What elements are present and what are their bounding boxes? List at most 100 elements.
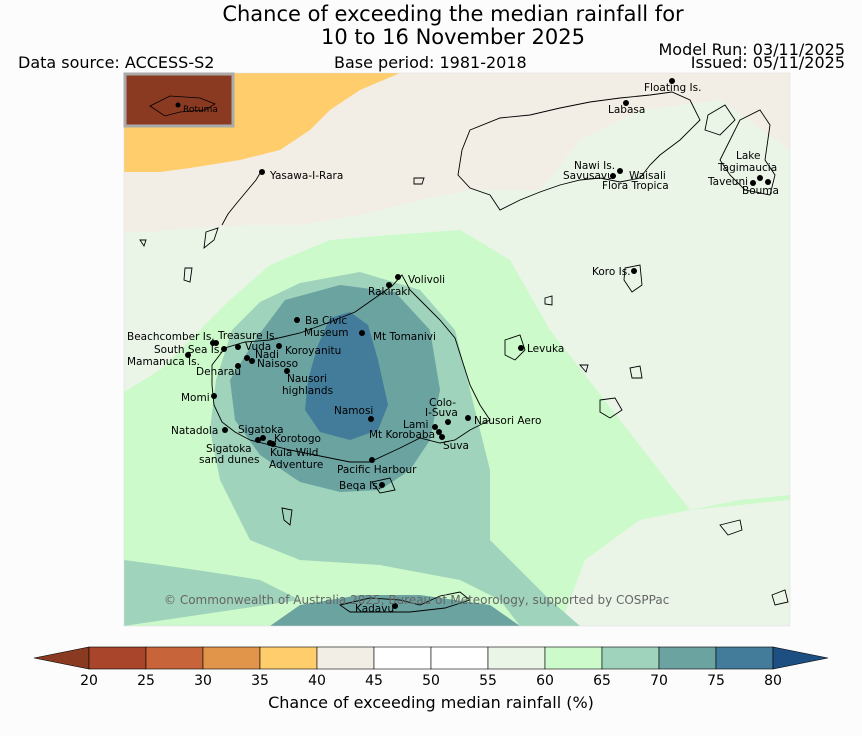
place-marker — [432, 424, 438, 430]
place-marker — [221, 346, 227, 352]
place-marker — [276, 343, 282, 349]
rotuma-marker — [175, 102, 181, 108]
place-marker — [617, 168, 623, 174]
colorbar-extend-high — [772, 646, 829, 670]
place-label: Kadavu — [355, 603, 394, 615]
place-marker — [669, 78, 675, 84]
colorbar-segment — [544, 646, 603, 670]
place-marker — [379, 482, 385, 488]
place-marker — [213, 340, 219, 346]
place-label: Ba Civic — [305, 315, 347, 327]
colorbar-segment — [145, 646, 204, 670]
place-label: Labasa — [608, 104, 645, 116]
base-period: Base period: 1981-2018 — [334, 53, 527, 72]
colorbar-segment — [715, 646, 774, 670]
place-label: Koroyanitu — [285, 345, 341, 357]
colorbar-tick-label: 60 — [536, 673, 554, 689]
place-marker — [185, 352, 191, 358]
place-marker — [610, 173, 616, 179]
place-label: Sigatoka — [238, 424, 284, 436]
colorbar-tick-label: 70 — [650, 673, 668, 689]
place-marker — [270, 441, 276, 447]
colorbar-tick-label: 55 — [479, 673, 497, 689]
place-label: Lami — [403, 419, 428, 431]
place-marker — [436, 429, 442, 435]
place-label: Beqa Is. — [339, 480, 381, 492]
place-marker — [445, 419, 451, 425]
place-marker — [294, 317, 300, 323]
place-label: Momi — [181, 392, 210, 404]
place-marker — [369, 457, 375, 463]
place-label: Vuda — [245, 341, 271, 353]
colorbar-segment — [259, 646, 318, 670]
colorbar-segment — [487, 646, 546, 670]
place-label: Denarau — [196, 366, 241, 378]
place-marker — [244, 355, 250, 361]
place-marker — [395, 274, 401, 280]
place-label: Volivoli — [408, 274, 445, 286]
rotuma-label: Rotuma — [183, 105, 218, 115]
place-label: Lake — [736, 150, 760, 162]
contour-75-80 — [305, 312, 388, 440]
place-marker — [631, 268, 637, 274]
place-label: Mt Korobaba — [369, 429, 435, 441]
place-label: Savusavu — [563, 170, 614, 182]
place-marker — [368, 416, 374, 422]
place-marker — [518, 345, 524, 351]
place-marker — [765, 179, 771, 185]
model-run: Model Run: 03/11/2025 — [658, 40, 846, 59]
colorbar-segment — [601, 646, 660, 670]
colorbar-tick-label: 75 — [707, 673, 725, 689]
place-label: Colo- — [429, 397, 456, 409]
place-marker — [255, 437, 261, 443]
place-marker — [439, 434, 445, 440]
place-label: Natadola — [171, 425, 218, 437]
place-marker — [386, 282, 392, 288]
place-label: Korotogo — [274, 433, 321, 445]
place-label: Floating Is. — [644, 82, 701, 94]
place-label: Suva — [443, 440, 469, 452]
place-label: Sigatoka — [206, 443, 252, 455]
place-label: Koro Is. — [592, 266, 631, 278]
place-label: Mamanuca Is. — [127, 356, 200, 368]
colorbar-tick-label: 40 — [308, 673, 326, 689]
place-label: Treasure Is. — [217, 330, 278, 342]
colorbar-segment — [430, 646, 489, 670]
place-label: Beachcomber Is. — [127, 331, 215, 343]
place-marker — [235, 363, 241, 369]
colorbar-segment — [88, 646, 147, 670]
place-label: Taveuni — [707, 176, 748, 188]
place-marker — [249, 358, 255, 364]
place-label: Museum — [304, 327, 349, 339]
place-label: Rakiraki — [368, 286, 410, 298]
place-label: Kula Wild — [270, 447, 318, 459]
place-marker — [392, 603, 398, 609]
place-marker — [623, 100, 629, 106]
title-line-1: Chance of exceeding the median rainfall … — [222, 2, 684, 26]
colorbar-extend-low — [33, 646, 90, 670]
place-label: Waisali — [629, 170, 666, 182]
issued-date: Issued: 05/11/2025 — [690, 53, 845, 72]
place-label: Nawi Is. — [574, 160, 615, 172]
place-marker — [259, 169, 265, 175]
colorbar-segment — [316, 646, 375, 670]
colorbar-tick-label: 80 — [764, 673, 782, 689]
title-line-2: 10 to 16 November 2025 — [321, 25, 585, 49]
place-label: Mt Tomanivi — [373, 331, 436, 343]
place-marker — [235, 344, 241, 350]
colorbar-tick-label: 50 — [422, 673, 440, 689]
place-label: Flora Tropica — [602, 180, 669, 192]
place-marker — [260, 435, 266, 441]
place-marker — [750, 180, 756, 186]
place-label: Nadi — [255, 349, 279, 361]
place-label: Levuka — [527, 343, 564, 355]
place-label: Naisoso — [257, 358, 298, 370]
place-marker — [284, 368, 290, 374]
colorbar-tick-label: 65 — [593, 673, 611, 689]
place-label: Bouma — [742, 185, 779, 197]
place-label: Nausori Aero — [474, 415, 541, 427]
colorbar-segment — [658, 646, 717, 670]
place-marker — [757, 175, 763, 181]
colorbar-tick-label: 45 — [365, 673, 383, 689]
